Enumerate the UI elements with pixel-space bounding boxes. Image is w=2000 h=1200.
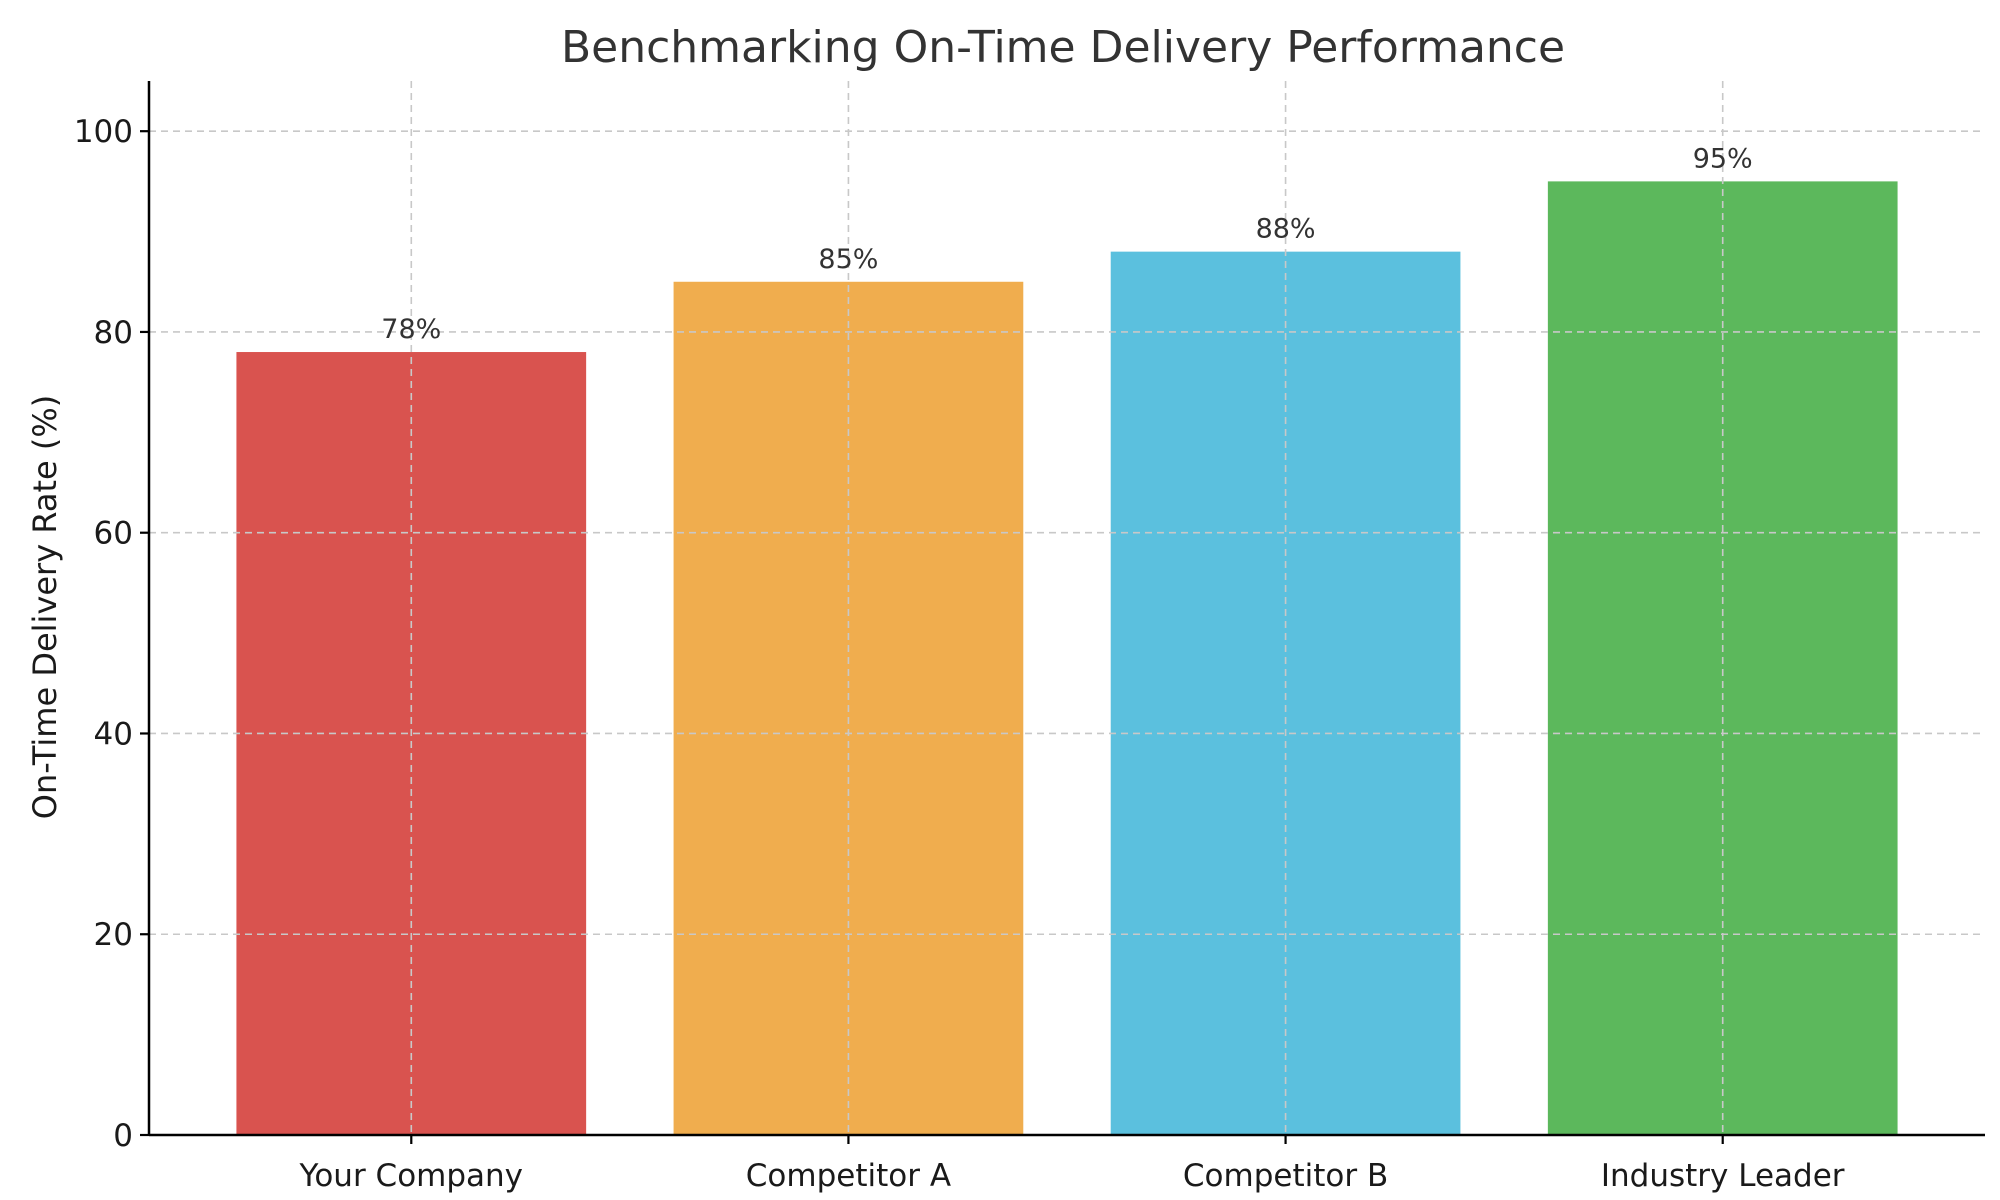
x-tick-label-competitor-a: Competitor A bbox=[746, 1158, 951, 1194]
y-tick-label-40: 40 bbox=[94, 716, 133, 752]
bars-layer bbox=[236, 181, 1898, 1136]
chart-title: Benchmarking On-Time Delivery Performanc… bbox=[561, 22, 1565, 73]
x-tick-label-your-company: Your Company bbox=[299, 1158, 524, 1194]
value-label-competitor-a: 85% bbox=[818, 244, 878, 275]
y-tick-label-100: 100 bbox=[74, 114, 133, 150]
value-label-industry-leader: 95% bbox=[1693, 143, 1753, 174]
value-label-competitor-b: 88% bbox=[1256, 214, 1316, 245]
x-tick-label-competitor-b: Competitor B bbox=[1183, 1158, 1388, 1194]
y-tick-label-80: 80 bbox=[94, 315, 133, 351]
y-tick-label-60: 60 bbox=[94, 516, 133, 552]
y-tick-label-20: 20 bbox=[94, 917, 133, 953]
labels-layer: 0 20 40 60 80 100 Your Company Competitor A Comp… bbox=[74, 114, 1845, 1194]
grid-overlay bbox=[149, 81, 1985, 1135]
y-tick-label-0: 0 bbox=[113, 1118, 133, 1154]
x-tick-label-industry-leader: Industry Leader bbox=[1601, 1158, 1845, 1194]
value-label-your-company: 78% bbox=[381, 314, 441, 345]
y-axis-label: On-Time Delivery Rate (%) bbox=[26, 395, 64, 819]
axes-layer bbox=[140, 81, 1985, 1144]
